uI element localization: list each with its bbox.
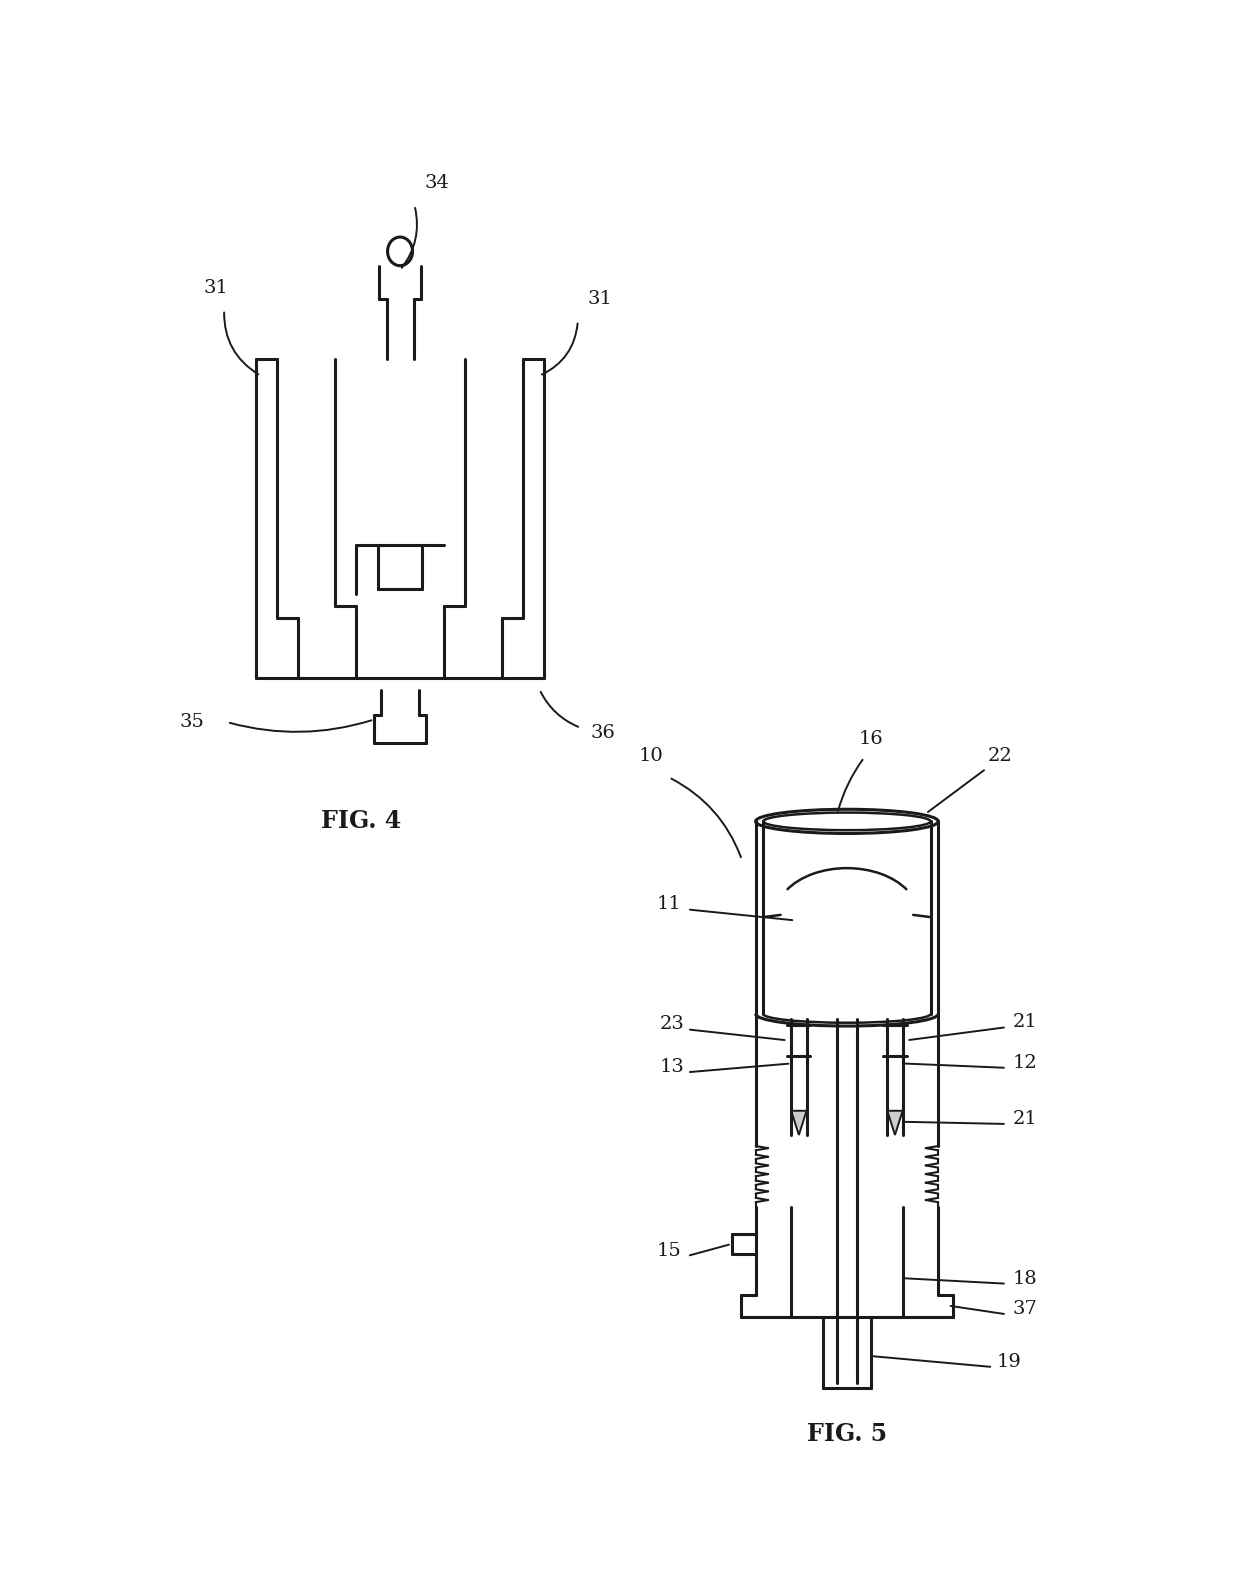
Text: FIG. 5: FIG. 5 bbox=[807, 1423, 887, 1446]
Text: 11: 11 bbox=[656, 896, 681, 913]
Text: 13: 13 bbox=[660, 1058, 684, 1077]
Text: 21: 21 bbox=[1013, 1110, 1038, 1129]
Text: 35: 35 bbox=[179, 714, 203, 731]
Text: 18: 18 bbox=[1013, 1270, 1038, 1287]
Polygon shape bbox=[791, 1111, 806, 1135]
Text: 36: 36 bbox=[590, 725, 615, 742]
Text: 12: 12 bbox=[1013, 1053, 1038, 1072]
Text: 34: 34 bbox=[424, 174, 449, 192]
Text: 16: 16 bbox=[858, 731, 883, 748]
Text: 15: 15 bbox=[656, 1242, 681, 1261]
Text: 10: 10 bbox=[639, 747, 663, 766]
Text: FIG. 4: FIG. 4 bbox=[321, 810, 402, 833]
Text: 22: 22 bbox=[987, 747, 1012, 766]
Text: 19: 19 bbox=[997, 1353, 1022, 1371]
Polygon shape bbox=[888, 1111, 903, 1135]
Text: 21: 21 bbox=[1013, 1012, 1038, 1031]
Text: 31: 31 bbox=[203, 278, 228, 297]
Text: 31: 31 bbox=[588, 289, 613, 308]
Text: 37: 37 bbox=[1013, 1300, 1038, 1319]
Text: 23: 23 bbox=[660, 1016, 684, 1033]
